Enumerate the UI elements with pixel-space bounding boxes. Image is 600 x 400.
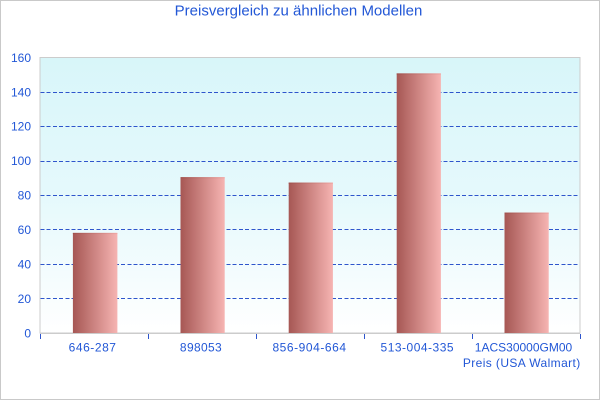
svg-text:898053: 898053 xyxy=(180,341,222,355)
svg-text:0: 0 xyxy=(24,326,31,340)
svg-text:100: 100 xyxy=(11,154,31,168)
svg-text:513-004-335: 513-004-335 xyxy=(381,341,455,355)
svg-text:120: 120 xyxy=(11,120,31,134)
svg-text:160: 160 xyxy=(11,51,31,65)
svg-text:60: 60 xyxy=(18,223,32,237)
svg-text:140: 140 xyxy=(11,85,31,99)
svg-text:80: 80 xyxy=(18,189,32,203)
svg-text:1ACS30000GM00: 1ACS30000GM00 xyxy=(475,341,573,355)
svg-text:646-287: 646-287 xyxy=(69,341,117,355)
svg-text:Preisvergleich zu ähnlichen Mo: Preisvergleich zu ähnlichen Modellen xyxy=(175,3,423,20)
svg-text:856-904-664: 856-904-664 xyxy=(272,341,346,355)
svg-text:20: 20 xyxy=(18,292,32,306)
svg-text:Preis (USA Walmart): Preis (USA Walmart) xyxy=(463,356,581,370)
svg-text:40: 40 xyxy=(18,258,32,272)
